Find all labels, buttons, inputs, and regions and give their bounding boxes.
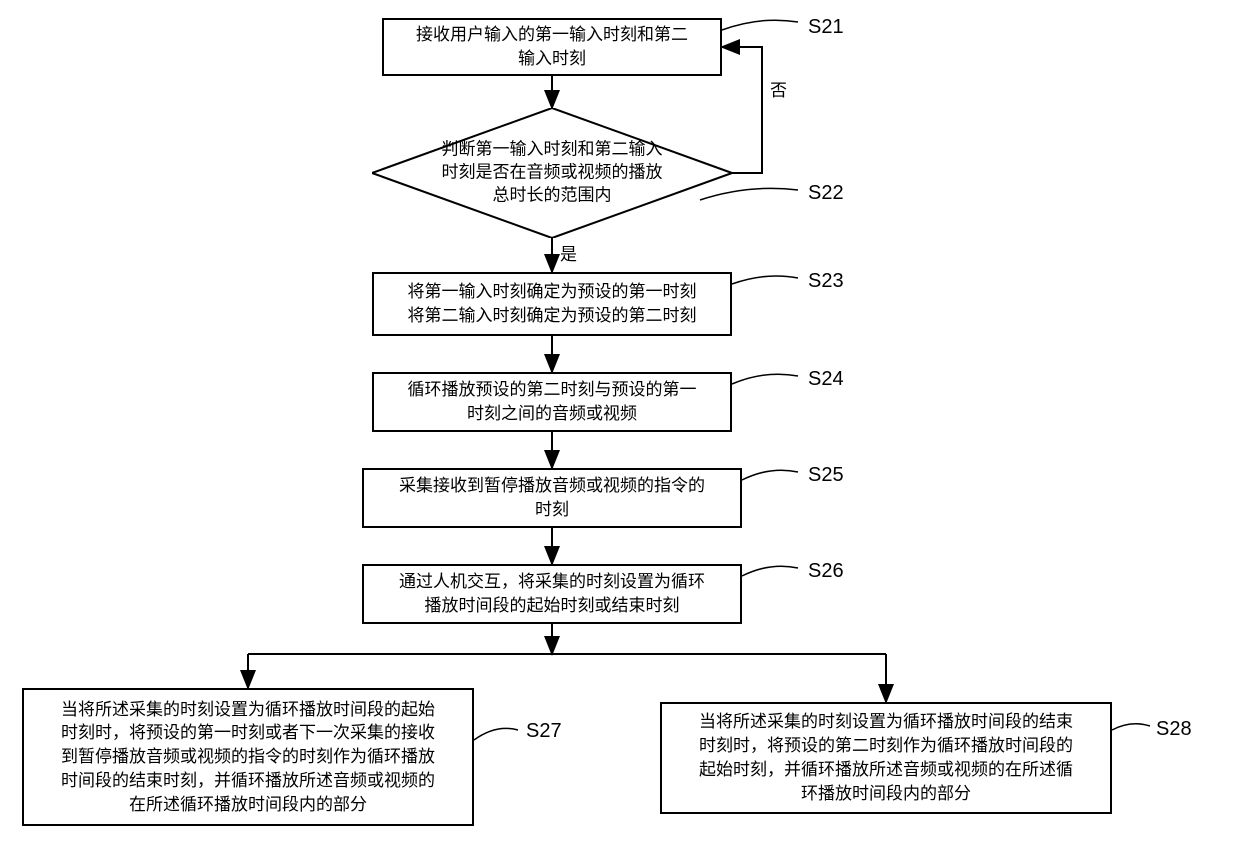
- step-s24-box: 循环播放预设的第二时刻与预设的第一 时刻之间的音频或视频: [372, 372, 732, 432]
- edge-label-no: 否: [770, 76, 787, 101]
- edge-label-yes: 是: [560, 240, 577, 265]
- step-s28-box: 当将所述采集的时刻设置为循环播放时间段的结束 时刻时，将预设的第二时刻作为循环播…: [660, 702, 1112, 814]
- step-label-s27: S27: [526, 720, 562, 743]
- step-s25-box: 采集接收到暂停播放音频或视频的指令的 时刻: [362, 468, 742, 528]
- step-s27-box: 当将所述采集的时刻设置为循环播放时间段的起始 时刻时，将预设的第一时刻或者下一次…: [22, 688, 474, 826]
- step-s26-box: 通过人机交互，将采集的时刻设置为循环 播放时间段的起始时刻或结束时刻: [362, 564, 742, 624]
- step-s23-box: 将第一输入时刻确定为预设的第一时刻 将第二输入时刻确定为预设的第二时刻: [372, 272, 732, 336]
- step-s21-text: 接收用户输入的第一输入时刻和第二 输入时刻: [416, 23, 688, 71]
- step-s22-diamond: 判断第一输入时刻和第二输入 时刻是否在音频或视频的播放 总时长的范围内: [372, 108, 732, 238]
- step-s21-box: 接收用户输入的第一输入时刻和第二 输入时刻: [382, 18, 722, 76]
- step-label-s25: S25: [808, 464, 844, 487]
- step-label-s24: S24: [808, 368, 844, 391]
- step-s22-text: 判断第一输入时刻和第二输入 时刻是否在音频或视频的播放 总时长的范围内: [408, 139, 696, 208]
- step-label-s26: S26: [808, 560, 844, 583]
- step-s28-text: 当将所述采集的时刻设置为循环播放时间段的结束 时刻时，将预设的第二时刻作为循环播…: [699, 710, 1073, 805]
- step-s26-text: 通过人机交互，将采集的时刻设置为循环 播放时间段的起始时刻或结束时刻: [399, 570, 705, 618]
- step-label-s22: S22: [808, 182, 844, 205]
- step-s27-text: 当将所述采集的时刻设置为循环播放时间段的起始 时刻时，将预设的第一时刻或者下一次…: [61, 698, 435, 817]
- step-s25-text: 采集接收到暂停播放音频或视频的指令的 时刻: [399, 474, 705, 522]
- step-label-s21: S21: [808, 16, 844, 39]
- step-label-s28: S28: [1156, 718, 1192, 741]
- step-label-s23: S23: [808, 270, 844, 293]
- step-s23-text: 将第一输入时刻确定为预设的第一时刻 将第二输入时刻确定为预设的第二时刻: [408, 280, 697, 328]
- step-s24-text: 循环播放预设的第二时刻与预设的第一 时刻之间的音频或视频: [408, 378, 697, 426]
